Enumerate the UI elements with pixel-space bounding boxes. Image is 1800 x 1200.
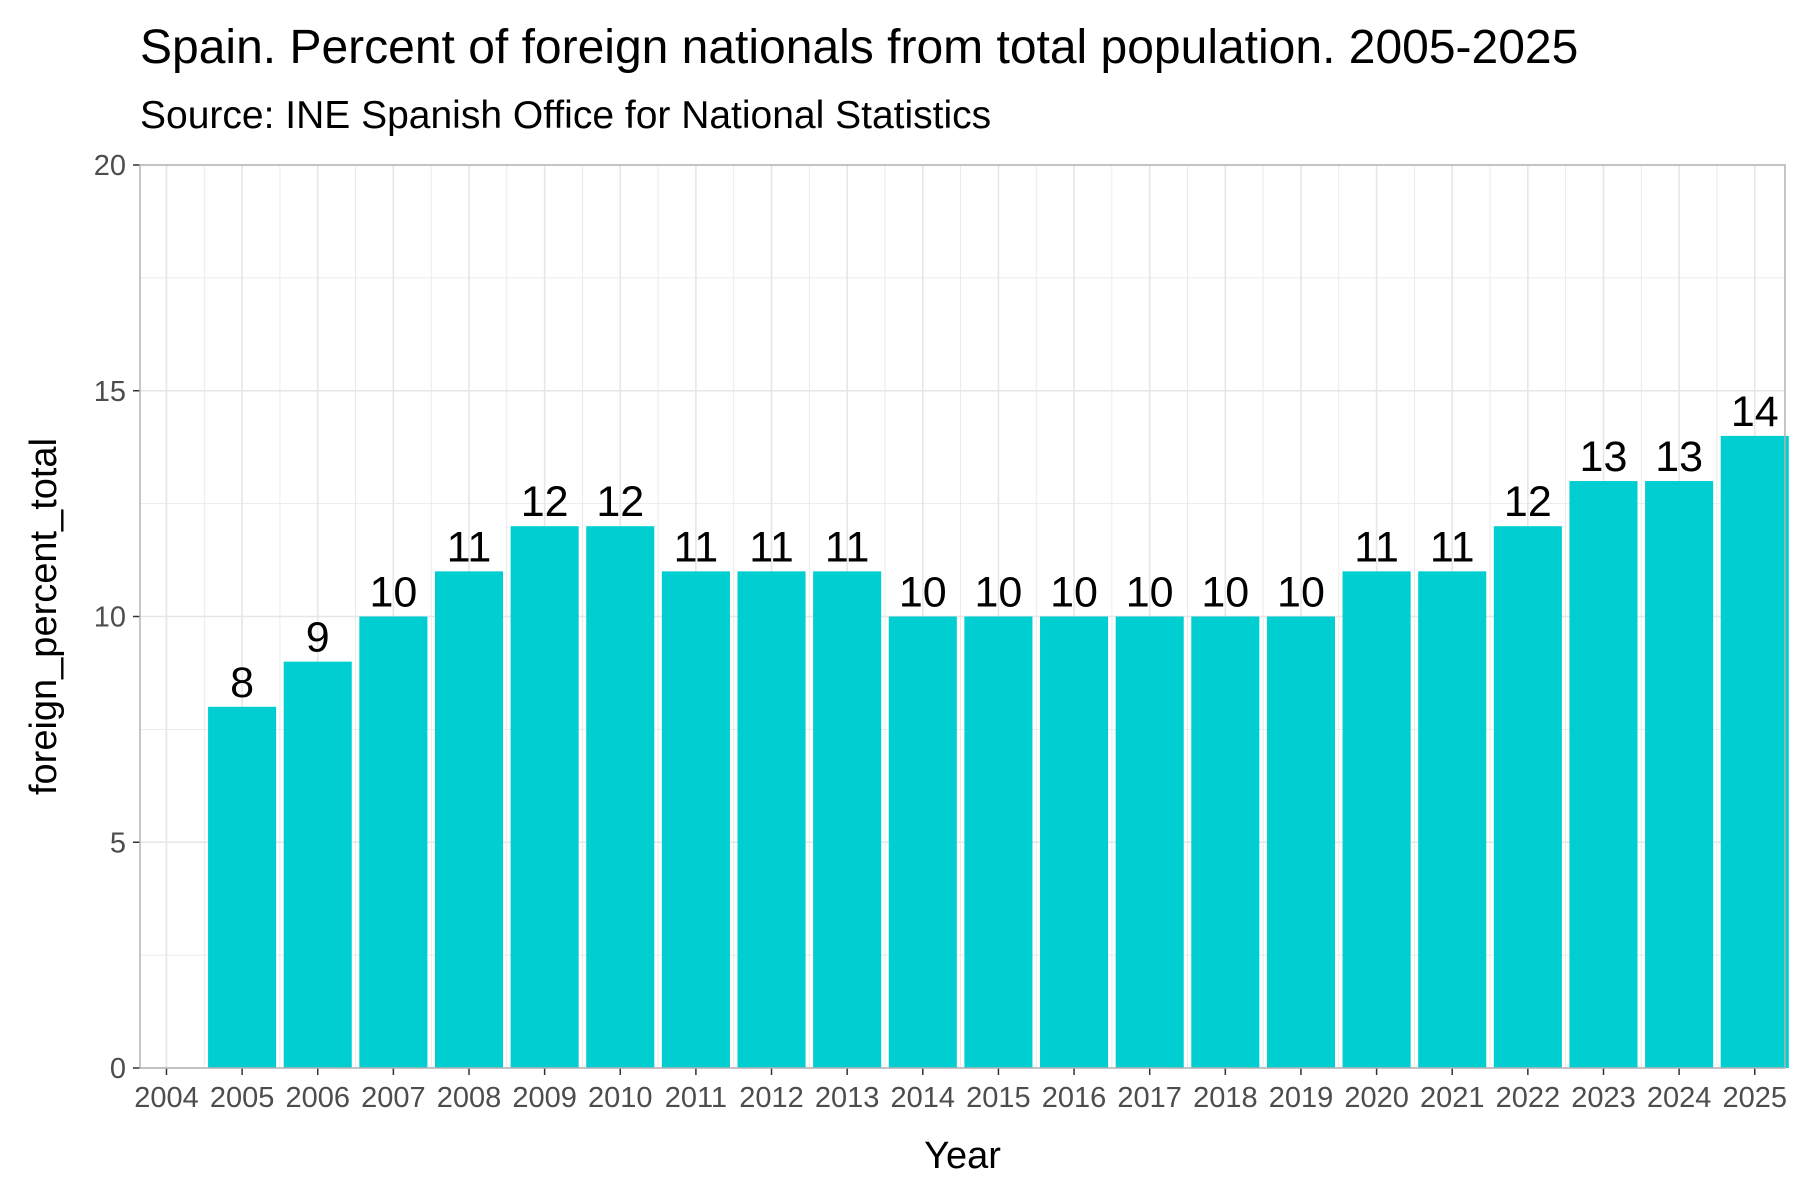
data-label: 11	[1430, 523, 1475, 571]
data-label: 12	[1504, 478, 1552, 526]
bar	[1342, 571, 1411, 1068]
bar	[1645, 481, 1714, 1068]
y-tick-label: 10	[94, 602, 126, 634]
x-tick-label: 2013	[815, 1082, 880, 1114]
bar	[434, 571, 504, 1068]
x-axis-ticks: 2004 2005 2006 2007 2008 2009 2010 2011 2012 2013…	[134, 1068, 1787, 1114]
data-label: 11	[749, 523, 794, 571]
data-label: 14	[1731, 388, 1779, 436]
x-tick-label: 2006	[285, 1082, 350, 1114]
x-tick-label: 2007	[361, 1082, 426, 1114]
x-tick-label: 2015	[966, 1082, 1031, 1114]
data-label: 10	[1277, 569, 1325, 617]
data-label: 13	[1580, 433, 1628, 481]
bar	[813, 571, 882, 1068]
x-tick-label: 2020	[1344, 1082, 1409, 1114]
x-tick-label: 2004	[134, 1082, 199, 1114]
data-label: 13	[1655, 433, 1703, 481]
bar	[888, 616, 957, 1068]
x-tick-label: 2017	[1117, 1082, 1182, 1114]
y-tick-label: 5	[110, 827, 126, 859]
bar	[283, 661, 352, 1068]
bar	[1040, 616, 1109, 1068]
bar	[1569, 481, 1638, 1068]
x-tick-label: 2012	[739, 1082, 804, 1114]
data-label: 10	[1201, 569, 1249, 617]
bar	[1115, 616, 1184, 1068]
data-label: 11	[447, 523, 492, 571]
bar	[510, 526, 579, 1068]
y-tick-label: 15	[94, 376, 126, 408]
bar	[1720, 435, 1789, 1068]
bar	[1266, 616, 1335, 1068]
x-tick-label: 2005	[210, 1082, 275, 1114]
data-label: 10	[899, 569, 947, 617]
bars	[208, 435, 1789, 1068]
data-label: 12	[521, 478, 569, 526]
chart-title: Spain. Percent of foreign nationals from…	[140, 21, 1579, 74]
bar	[661, 571, 730, 1068]
data-label: 11	[674, 523, 719, 571]
bar	[1418, 571, 1487, 1068]
data-label: 10	[1126, 569, 1174, 617]
x-tick-label: 2010	[588, 1082, 653, 1114]
bar	[359, 616, 428, 1068]
data-label: 9	[306, 614, 330, 662]
bar	[208, 706, 277, 1068]
x-tick-label: 2018	[1193, 1082, 1258, 1114]
y-tick-label: 0	[110, 1053, 126, 1085]
data-label: 10	[975, 569, 1023, 617]
data-label: 8	[230, 659, 254, 707]
y-tick-label: 20	[94, 150, 126, 182]
y-axis-title: foreign_percent_total	[23, 438, 65, 795]
data-label: 11	[825, 523, 870, 571]
plot-frame	[139, 164, 1786, 1069]
data-labels: 8 9 10 11 12 12 11 11 11 10 10 10 10 10 10 11 11 12 13 13 14	[230, 388, 1779, 707]
bar	[737, 571, 806, 1068]
data-label: 12	[596, 478, 644, 526]
bar	[1191, 616, 1260, 1068]
x-tick-label: 2016	[1042, 1082, 1107, 1114]
x-tick-label: 2009	[512, 1082, 577, 1114]
y-axis-ticks: 0 5 10 15 20	[94, 150, 140, 1085]
x-tick-label: 2014	[891, 1082, 956, 1114]
x-axis-title: Year	[924, 1135, 1001, 1177]
chart-subtitle: Source: INE Spanish Office for National …	[140, 94, 992, 137]
x-tick-label: 2019	[1269, 1082, 1334, 1114]
x-tick-label: 2008	[437, 1082, 502, 1114]
x-tick-label: 2024	[1647, 1082, 1712, 1114]
bar	[1493, 526, 1562, 1068]
bar	[964, 616, 1033, 1068]
data-label: 11	[1354, 523, 1399, 571]
data-label: 10	[369, 569, 417, 617]
x-tick-label: 2023	[1571, 1082, 1636, 1114]
x-tick-label: 2022	[1496, 1082, 1561, 1114]
data-label: 10	[1050, 569, 1098, 617]
x-tick-label: 2021	[1420, 1082, 1485, 1114]
bar	[586, 526, 655, 1068]
x-tick-label: 2011	[665, 1082, 727, 1114]
x-tick-label: 2025	[1722, 1082, 1787, 1114]
